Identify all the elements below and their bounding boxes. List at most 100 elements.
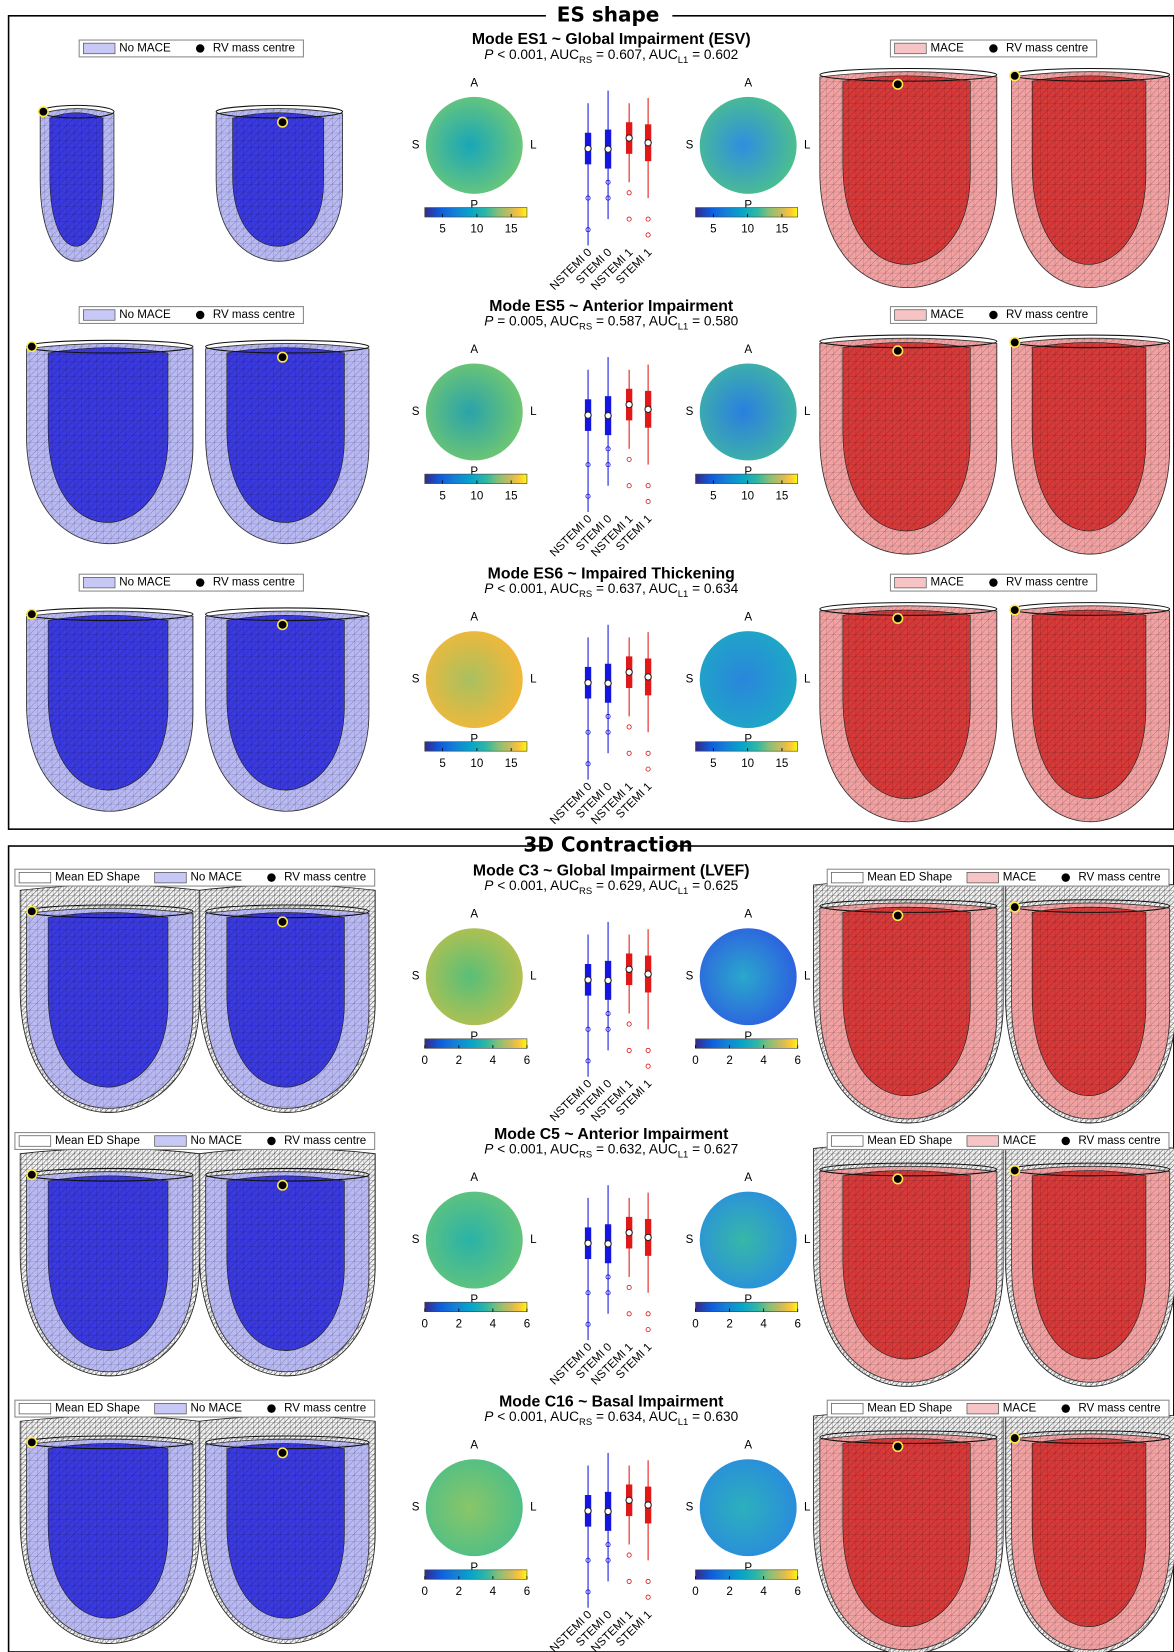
polar-label: S bbox=[686, 139, 694, 151]
colorbar bbox=[696, 1570, 798, 1579]
heart bbox=[27, 608, 193, 811]
legend-label: MACE bbox=[930, 43, 964, 55]
colorbar bbox=[425, 1570, 527, 1579]
legend-label: RV mass centre bbox=[284, 872, 366, 884]
legend: MACERV mass centre bbox=[890, 40, 1096, 57]
colorbar-tick-label: 6 bbox=[524, 1586, 530, 1598]
box-median bbox=[605, 680, 611, 686]
legend-label: No MACE bbox=[119, 577, 171, 589]
rv-mass-centre bbox=[1010, 1166, 1019, 1175]
colorbar bbox=[425, 742, 527, 751]
rv-mass-centre bbox=[893, 911, 902, 920]
legend-label: RV mass centre bbox=[1006, 577, 1088, 589]
polar-label: L bbox=[804, 1234, 811, 1246]
heart bbox=[814, 1411, 1004, 1652]
colorbar bbox=[696, 208, 798, 217]
polar-label: A bbox=[470, 1440, 478, 1452]
colorbar-tick-label: 4 bbox=[490, 1055, 497, 1067]
colorbar-tick-label: 5 bbox=[439, 758, 445, 770]
stats-segment: = 0.632, AUC bbox=[592, 1141, 678, 1156]
box-median bbox=[605, 146, 611, 152]
stats-segment: = 0.627 bbox=[688, 1141, 738, 1156]
box-outlier bbox=[627, 217, 631, 221]
colorbar-tick-label: 2 bbox=[456, 1055, 462, 1067]
polar-map bbox=[700, 1192, 797, 1289]
heart bbox=[814, 1143, 1004, 1386]
box-outlier bbox=[627, 1553, 631, 1557]
legend: Mean ED ShapeMACERV mass centre bbox=[827, 1133, 1169, 1150]
heart bbox=[1005, 880, 1174, 1123]
box-outlier bbox=[646, 751, 650, 755]
box-outlier bbox=[627, 1579, 631, 1583]
box-median bbox=[585, 680, 591, 686]
box-median bbox=[626, 135, 632, 141]
legend-label: No MACE bbox=[190, 1135, 242, 1147]
stats-segment: RS bbox=[579, 589, 592, 600]
box-outlier bbox=[646, 499, 650, 503]
colorbar-tick-label: 4 bbox=[490, 1318, 497, 1330]
legend-label: Mean ED Shape bbox=[55, 872, 140, 884]
heart-inner-mesh bbox=[48, 912, 168, 1087]
heart-inner-mesh bbox=[843, 1171, 970, 1360]
colorbar-tick-label: 15 bbox=[505, 758, 518, 770]
box-median bbox=[626, 1497, 632, 1503]
box-outlier bbox=[646, 1064, 650, 1068]
stats-segment: = 0.634, AUC bbox=[592, 1409, 678, 1424]
legend-label: RV mass centre bbox=[1078, 1135, 1160, 1147]
colorbar-tick-label: 6 bbox=[794, 1055, 800, 1067]
legend-label: Mean ED Shape bbox=[55, 1403, 140, 1415]
box-outlier bbox=[646, 1328, 650, 1332]
colorbar-tick-label: 5 bbox=[710, 758, 716, 770]
heart bbox=[20, 1148, 199, 1376]
legend-label: MACE bbox=[1003, 1403, 1037, 1415]
colorbar-tick-label: 6 bbox=[524, 1055, 530, 1067]
legend-marker bbox=[196, 578, 204, 586]
legend-swatch bbox=[967, 1403, 999, 1414]
box-outlier bbox=[646, 767, 650, 771]
colorbar-tick-label: 4 bbox=[760, 1318, 767, 1330]
polar-map bbox=[426, 1459, 523, 1556]
legend-label: Mean ED Shape bbox=[867, 872, 952, 884]
rv-mass-centre bbox=[1010, 902, 1019, 911]
colorbar-tick-label: 5 bbox=[710, 224, 716, 236]
legend-label: MACE bbox=[1003, 872, 1037, 884]
heart-inner-mesh bbox=[843, 1438, 970, 1627]
polar-label: S bbox=[686, 674, 694, 686]
figure: ES shapeNo MACERV mass centreMACERV mass… bbox=[0, 0, 1174, 1652]
box-outlier bbox=[627, 191, 631, 195]
legend-swatch bbox=[155, 1403, 187, 1414]
legend-label: RV mass centre bbox=[284, 1135, 366, 1147]
heart bbox=[20, 885, 199, 1113]
rv-mass-centre bbox=[27, 907, 36, 916]
polar-map bbox=[426, 1192, 523, 1289]
rv-mass-centre bbox=[1010, 71, 1019, 80]
rv-mass-centre bbox=[278, 917, 287, 926]
legend-label: Mean ED Shape bbox=[867, 1135, 952, 1147]
polar-label: A bbox=[470, 611, 478, 623]
heart-inner-mesh bbox=[1032, 342, 1146, 531]
legend-marker bbox=[1062, 1404, 1070, 1412]
box-median bbox=[626, 966, 632, 972]
section-title: 3D Contraction bbox=[523, 833, 692, 857]
box-median bbox=[605, 1508, 611, 1514]
stats-segment: < 0.001, AUC bbox=[493, 878, 579, 893]
colorbar-tick-label: 2 bbox=[726, 1318, 732, 1330]
colorbar bbox=[425, 474, 527, 483]
stats-segment: < 0.001, AUC bbox=[493, 46, 579, 61]
box-outlier bbox=[646, 1048, 650, 1052]
colorbar-tick-label: 0 bbox=[422, 1318, 428, 1330]
box-outlier bbox=[627, 1048, 631, 1052]
heart bbox=[820, 68, 997, 287]
stats-segment: = 0.602 bbox=[688, 46, 738, 61]
stats-line: P < 0.001, AUCRS = 0.629, AUCL1 = 0.625 bbox=[484, 878, 738, 897]
polar-label: L bbox=[530, 1234, 537, 1246]
rv-mass-centre bbox=[278, 1181, 287, 1190]
stats-segment: = 0.005, AUC bbox=[493, 313, 579, 328]
legend-label: Mean ED Shape bbox=[867, 1403, 952, 1415]
heart-inner-mesh bbox=[1032, 1438, 1146, 1627]
section-title: ES shape bbox=[557, 2, 660, 26]
heart-inner-mesh bbox=[843, 610, 970, 799]
polar-label: L bbox=[530, 139, 537, 151]
stats-line: P = 0.005, AUCRS = 0.587, AUCL1 = 0.580 bbox=[484, 313, 738, 332]
